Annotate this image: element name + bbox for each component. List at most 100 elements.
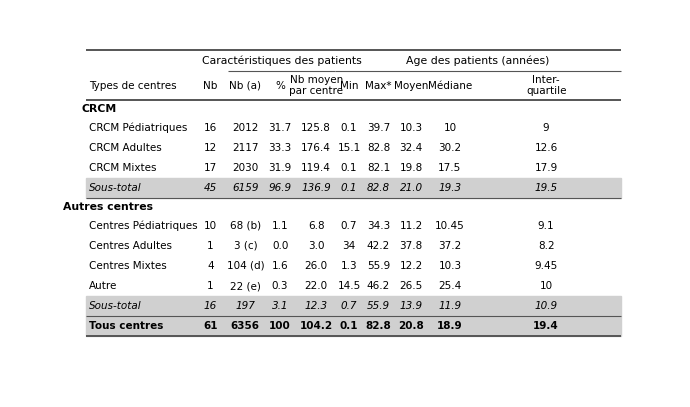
Text: 6159: 6159 [232, 183, 259, 193]
Text: Max*: Max* [365, 81, 392, 91]
Text: 6.8: 6.8 [308, 221, 324, 231]
Text: Nb: Nb [204, 81, 218, 91]
Text: 104.2: 104.2 [299, 321, 333, 331]
Text: 12.2: 12.2 [400, 261, 423, 271]
Text: 19.3: 19.3 [438, 183, 462, 193]
Text: 19.4: 19.4 [533, 321, 559, 331]
Text: 1.1: 1.1 [272, 221, 288, 231]
Text: 0.7: 0.7 [341, 301, 357, 311]
Text: 19.8: 19.8 [400, 163, 423, 173]
Text: 18.9: 18.9 [437, 321, 463, 331]
Text: 10: 10 [540, 281, 553, 291]
Text: 37.2: 37.2 [438, 241, 462, 251]
Bar [86, 316, 621, 336]
Text: Inter-
quartile: Inter- quartile [526, 75, 566, 96]
Text: 12.6: 12.6 [535, 143, 558, 153]
Text: 197: 197 [235, 301, 255, 311]
Text: 30.2: 30.2 [438, 143, 462, 153]
Text: 3 (c): 3 (c) [233, 241, 257, 251]
Text: Médiane: Médiane [428, 81, 472, 91]
Text: 2012: 2012 [232, 123, 259, 133]
Text: 33.3: 33.3 [268, 143, 292, 153]
Text: 6356: 6356 [231, 321, 260, 331]
Text: 22.0: 22.0 [304, 281, 328, 291]
Text: 1.3: 1.3 [341, 261, 357, 271]
Text: 25.4: 25.4 [438, 281, 462, 291]
Text: 82.8: 82.8 [366, 321, 391, 331]
Text: 2117: 2117 [232, 143, 259, 153]
Text: 9: 9 [543, 123, 549, 133]
Text: 26.5: 26.5 [400, 281, 423, 291]
Text: 42.2: 42.2 [367, 241, 390, 251]
Text: 119.4: 119.4 [302, 163, 331, 173]
Text: Nb moyen
par centre: Nb moyen par centre [289, 75, 343, 96]
Text: Moyen: Moyen [394, 81, 428, 91]
Text: Autre: Autre [89, 281, 117, 291]
Text: 10.3: 10.3 [438, 261, 462, 271]
Text: 13.9: 13.9 [400, 301, 423, 311]
Text: 16: 16 [204, 123, 217, 133]
Text: 0.1: 0.1 [341, 163, 357, 173]
Text: 22 (e): 22 (e) [230, 281, 261, 291]
Text: 11.9: 11.9 [438, 301, 462, 311]
Text: CRCM: CRCM [82, 105, 117, 114]
Text: 10: 10 [204, 221, 217, 231]
Text: 96.9: 96.9 [268, 183, 292, 193]
Text: 55.9: 55.9 [367, 261, 390, 271]
Text: Sous-total: Sous-total [89, 301, 141, 311]
Text: 12.3: 12.3 [304, 301, 328, 311]
Text: 26.0: 26.0 [304, 261, 328, 271]
Text: 34.3: 34.3 [367, 221, 390, 231]
Text: 4: 4 [207, 261, 214, 271]
Text: CRCM Pédiatriques: CRCM Pédiatriques [89, 123, 187, 133]
Text: Min: Min [340, 81, 358, 91]
Text: 0.1: 0.1 [341, 123, 357, 133]
Text: 9.45: 9.45 [535, 261, 558, 271]
Text: 82.8: 82.8 [367, 183, 390, 193]
Text: 46.2: 46.2 [367, 281, 390, 291]
Text: 68 (b): 68 (b) [230, 221, 261, 231]
Text: 10: 10 [443, 123, 457, 133]
Text: 14.5: 14.5 [337, 281, 361, 291]
Text: Centres Pédiatriques: Centres Pédiatriques [89, 221, 197, 231]
Text: 10.9: 10.9 [535, 301, 558, 311]
Text: 3.1: 3.1 [272, 301, 288, 311]
Text: 2030: 2030 [233, 163, 259, 173]
Text: Tous centres: Tous centres [89, 321, 164, 331]
Text: Age des patients (années): Age des patients (années) [406, 55, 550, 66]
Text: Nb (a): Nb (a) [229, 81, 262, 91]
Text: 17.9: 17.9 [535, 163, 558, 173]
Text: 104 (d): 104 (d) [226, 261, 264, 271]
Text: 15.1: 15.1 [337, 143, 361, 153]
Text: Centres Mixtes: Centres Mixtes [89, 261, 167, 271]
Text: 1: 1 [207, 241, 214, 251]
Text: 1.6: 1.6 [272, 261, 288, 271]
Text: 16: 16 [204, 301, 217, 311]
Text: 32.4: 32.4 [400, 143, 423, 153]
Text: 17: 17 [204, 163, 217, 173]
Text: CRCM Adultes: CRCM Adultes [89, 143, 161, 153]
Text: 9.1: 9.1 [538, 221, 555, 231]
Text: 0.3: 0.3 [272, 281, 288, 291]
Text: 136.9: 136.9 [302, 183, 331, 193]
Text: 19.5: 19.5 [535, 183, 558, 193]
Text: 10.45: 10.45 [435, 221, 465, 231]
Text: 1: 1 [207, 281, 214, 291]
Text: 45: 45 [204, 183, 217, 193]
Text: Sous-total: Sous-total [89, 183, 141, 193]
Text: 0.1: 0.1 [341, 183, 357, 193]
Text: 10.3: 10.3 [400, 123, 423, 133]
Text: 0.1: 0.1 [340, 321, 358, 331]
Text: 176.4: 176.4 [302, 143, 331, 153]
Bar [86, 178, 621, 198]
Text: Caractéristiques des patients: Caractéristiques des patients [201, 55, 362, 66]
Text: Types de centres: Types de centres [89, 81, 177, 91]
Text: 11.2: 11.2 [400, 221, 423, 231]
Text: Centres Adultes: Centres Adultes [89, 241, 172, 251]
Text: 8.2: 8.2 [538, 241, 555, 251]
Text: 82.8: 82.8 [367, 143, 390, 153]
Text: 3.0: 3.0 [308, 241, 324, 251]
Text: CRCM Mixtes: CRCM Mixtes [89, 163, 157, 173]
Text: 31.9: 31.9 [268, 163, 292, 173]
Text: 17.5: 17.5 [438, 163, 462, 173]
